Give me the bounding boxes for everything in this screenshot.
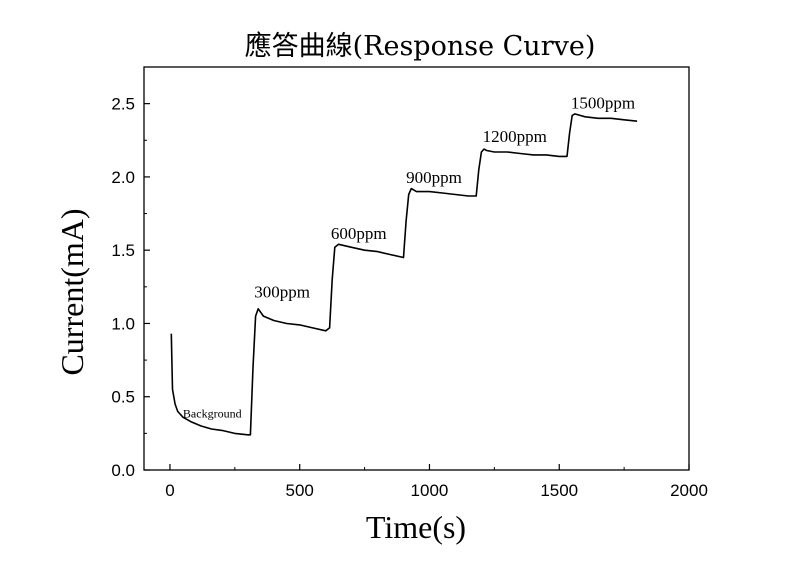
- x-axis-label: Time(s): [366, 509, 466, 545]
- y-tick-label: 0.0: [111, 461, 135, 480]
- annotation-label: 600ppm: [331, 224, 387, 243]
- y-axis-label: Current(mA): [54, 208, 90, 375]
- x-tick-label: 1000: [411, 481, 449, 500]
- x-axis: 0 500 1000 1500 2000: [165, 464, 708, 500]
- annotation-label: 1500ppm: [571, 93, 635, 112]
- annotation-label: 1200ppm: [483, 127, 547, 146]
- plot-frame: [143, 66, 690, 471]
- y-axis: 0.0 0.5 1.0 1.5 2.0 2.5: [111, 95, 150, 480]
- chart-title: 應答曲線(Response Curve): [245, 31, 596, 62]
- y-tick-label: 2.5: [111, 95, 135, 114]
- x-tick-label: 2000: [670, 481, 708, 500]
- annotations: Background 300ppm 600ppm 900ppm 1200ppm 1500p…: [183, 93, 635, 420]
- y-tick-label: 1.5: [111, 241, 135, 260]
- x-tick-label: 1500: [540, 481, 578, 500]
- y-tick-label: 2.0: [111, 168, 135, 187]
- y-tick-label: 1.0: [111, 314, 135, 333]
- x-tick-label: 500: [286, 481, 314, 500]
- annotation-label: 900ppm: [406, 168, 462, 187]
- y-tick-label: 0.5: [111, 388, 135, 407]
- annotation-label: 300ppm: [254, 282, 310, 301]
- annotation-label: Background: [183, 407, 242, 421]
- series-line-current: [170, 113, 638, 436]
- x-tick-label: 0: [165, 481, 174, 500]
